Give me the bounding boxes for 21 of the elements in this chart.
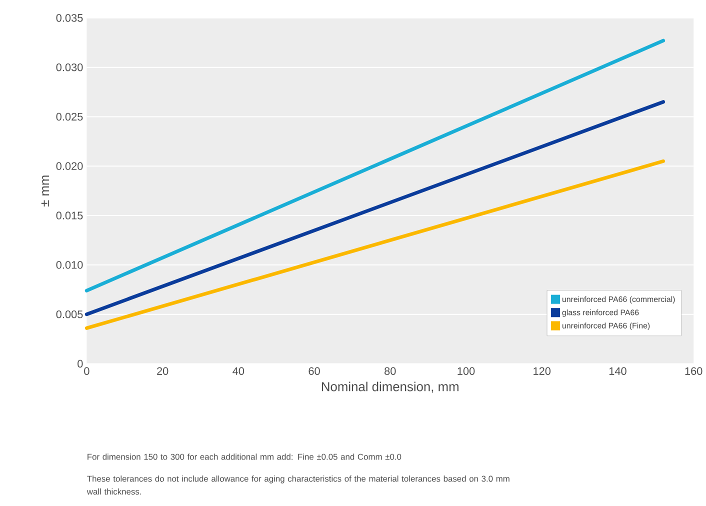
y-axis-title: ± mm — [41, 175, 50, 206]
text: For dimension 150 to 300 for each additional mm add: Fine ±0.05 and Comm ±0.0 — [88, 453, 402, 460]
x-tick-label: 0 — [84, 367, 90, 375]
y-tick-label: 0 — [78, 360, 83, 368]
y-tick-label: 0.025 — [56, 112, 83, 120]
y-tick-label: 0.035 — [56, 14, 83, 22]
x-axis-title: Nominal dimension, mm — [322, 382, 458, 393]
x-tick-label: 120 — [534, 367, 551, 375]
y-tick-label: 0.010 — [56, 260, 83, 269]
y-tick-label: 0.015 — [56, 212, 83, 220]
x-tick-label: 40 — [232, 367, 244, 375]
x-tick-label: 80 — [384, 367, 396, 375]
y-tick-label: 0.020 — [56, 162, 83, 170]
x-tick-label: 20 — [157, 367, 168, 375]
x-tick-label: 100 — [458, 367, 475, 375]
x-tick-label: 160 — [685, 367, 702, 375]
x-tick-label: 60 — [308, 367, 320, 375]
y-tick-label: 0.030 — [56, 63, 83, 72]
y-tick-label: 0.005 — [56, 310, 83, 318]
text: These tolerances do not include allowance for aging characteristics of the material tolerances based on 3.0 mm wall thickness. — [86, 475, 510, 495]
x-tick-label: 140 — [609, 367, 626, 375]
